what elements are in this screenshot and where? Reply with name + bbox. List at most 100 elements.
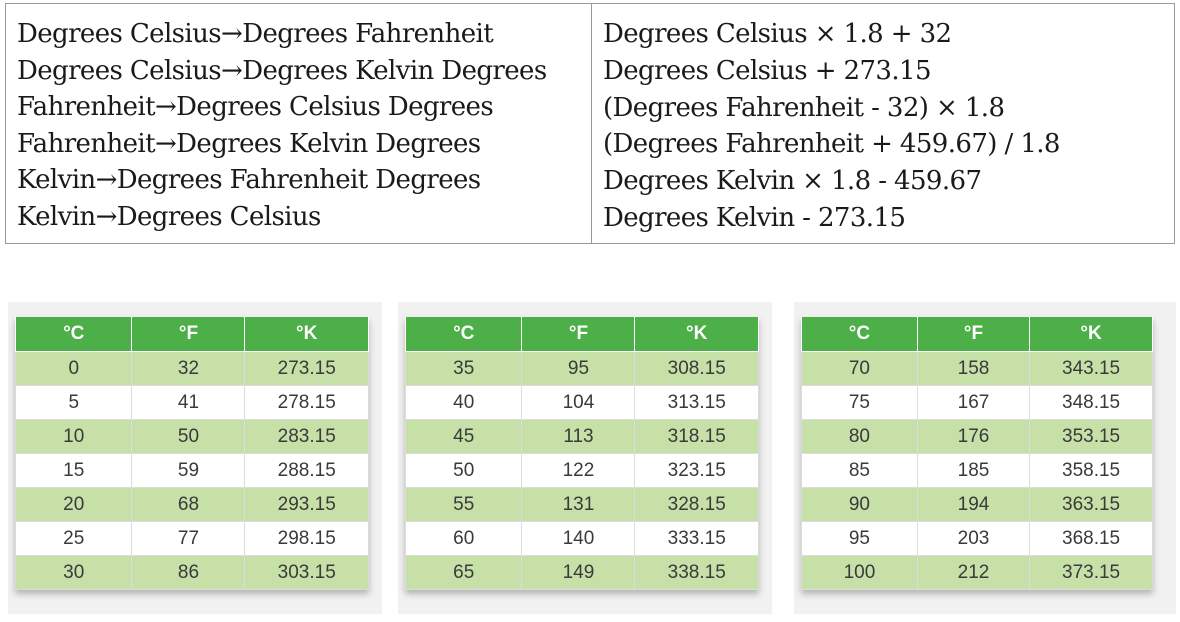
cell-fahrenheit: 194 (916, 487, 1031, 522)
cell-fahrenheit: 41 (131, 385, 246, 420)
table-row: 15 59 288.15 (14, 453, 369, 488)
cell-kelvin: 318.15 (634, 419, 759, 454)
conversion-names: Degrees Celsius→Degrees Fahrenheit Degre… (6, 4, 592, 243)
cell-celsius: 80 (801, 419, 918, 454)
cell-celsius: 100 (801, 555, 918, 590)
cell-celsius: 40 (404, 385, 523, 420)
cell-fahrenheit: 212 (916, 555, 1031, 590)
cell-fahrenheit: 203 (916, 521, 1031, 556)
cell-kelvin: 303.15 (244, 555, 369, 590)
table-row: 80 176 353.15 (801, 419, 1153, 454)
cell-fahrenheit: 149 (521, 555, 636, 590)
cell-celsius: 35 (404, 351, 523, 386)
cell-kelvin: 298.15 (244, 521, 369, 556)
cell-kelvin: 278.15 (244, 385, 369, 420)
table-row: 70 158 343.15 (801, 351, 1153, 386)
table-panel-2: °C °F °K 35 95 308.15 40 104 313.15 45 113 318.1… (398, 302, 772, 614)
table-row: 50 122 323.15 (404, 453, 759, 488)
cell-celsius: 75 (801, 385, 918, 420)
cell-kelvin: 293.15 (244, 487, 369, 522)
cell-fahrenheit: 131 (521, 487, 636, 522)
table-row: 10 50 283.15 (14, 419, 369, 454)
formula-k-to-c: Degrees Kelvin - 273.15 (603, 202, 906, 233)
table-row: 40 104 313.15 (404, 385, 759, 420)
cell-fahrenheit: 77 (131, 521, 246, 556)
table-row: 60 140 333.15 (404, 521, 759, 556)
conversion-formula-box: Degrees Celsius→Degrees Fahrenheit Degre… (5, 3, 1175, 244)
table-row: 30 86 303.15 (14, 555, 369, 590)
cell-kelvin: 313.15 (634, 385, 759, 420)
cell-celsius: 10 (14, 419, 133, 454)
cell-celsius: 85 (801, 453, 918, 488)
formula-k-to-f: Degrees Kelvin × 1.8 - 459.67 (603, 166, 982, 197)
header-celsius: °C (801, 317, 918, 352)
cell-kelvin: 338.15 (634, 555, 759, 590)
header-fahrenheit: °F (521, 317, 636, 352)
cell-fahrenheit: 50 (131, 419, 246, 454)
cell-celsius: 50 (404, 453, 523, 488)
table-row: 100 212 373.15 (801, 555, 1153, 590)
header-kelvin: °K (244, 317, 369, 352)
header-kelvin: °K (634, 317, 759, 352)
cell-kelvin: 373.15 (1029, 555, 1153, 590)
table-panel-3: °C °F °K 70 158 343.15 75 167 348.15 80 176 353.… (794, 302, 1176, 614)
cell-fahrenheit: 86 (131, 555, 246, 590)
cell-kelvin: 308.15 (634, 351, 759, 386)
formula-c-to-k: Degrees Celsius + 273.15 (603, 55, 932, 86)
cell-kelvin: 288.15 (244, 453, 369, 488)
formula-f-to-k: (Degrees Fahrenheit + 459.67) / 1.8 (603, 129, 1060, 160)
cell-celsius: 15 (14, 453, 133, 488)
cell-fahrenheit: 32 (131, 351, 246, 386)
cell-kelvin: 283.15 (244, 419, 369, 454)
cell-fahrenheit: 68 (131, 487, 246, 522)
cell-fahrenheit: 167 (916, 385, 1031, 420)
table-row: 85 185 358.15 (801, 453, 1153, 488)
cell-fahrenheit: 140 (521, 521, 636, 556)
cell-celsius: 60 (404, 521, 523, 556)
header-fahrenheit: °F (916, 317, 1031, 352)
cell-kelvin: 348.15 (1029, 385, 1153, 420)
table-row: 75 167 348.15 (801, 385, 1153, 420)
table-row: 35 95 308.15 (404, 351, 759, 386)
conversion-formulas: Degrees Celsius × 1.8 + 32 Degrees Celsi… (592, 4, 1174, 243)
cell-fahrenheit: 113 (521, 419, 636, 454)
cell-celsius: 25 (14, 521, 133, 556)
formula-c-to-f: Degrees Celsius × 1.8 + 32 (603, 19, 952, 49)
cell-fahrenheit: 176 (916, 419, 1031, 454)
formula-f-to-c: (Degrees Fahrenheit - 32) × 1.8 (603, 92, 1005, 123)
table-header-row: °C °F °K (14, 317, 369, 352)
cell-fahrenheit: 122 (521, 453, 636, 488)
cell-kelvin: 328.15 (634, 487, 759, 522)
table-row: 5 41 278.15 (14, 385, 369, 420)
cell-kelvin: 363.15 (1029, 487, 1153, 522)
table-panel-1: °C °F °K 0 32 273.15 5 41 278.15 10 50 283.15 15 5… (8, 302, 382, 614)
table-row: 45 113 318.15 (404, 419, 759, 454)
cell-fahrenheit: 158 (916, 351, 1031, 386)
table-row: 20 68 293.15 (14, 487, 369, 522)
cell-fahrenheit: 104 (521, 385, 636, 420)
header-kelvin: °K (1029, 317, 1153, 352)
header-celsius: °C (404, 317, 523, 352)
header-fahrenheit: °F (131, 317, 246, 352)
table-header-row: °C °F °K (801, 317, 1153, 352)
cell-celsius: 70 (801, 351, 918, 386)
cell-fahrenheit: 59 (131, 453, 246, 488)
cell-celsius: 0 (14, 351, 133, 386)
table-header-row: °C °F °K (404, 317, 759, 352)
cell-celsius: 65 (404, 555, 523, 590)
cell-kelvin: 353.15 (1029, 419, 1153, 454)
table-row: 90 194 363.15 (801, 487, 1153, 522)
cell-celsius: 45 (404, 419, 523, 454)
cell-kelvin: 368.15 (1029, 521, 1153, 556)
cell-kelvin: 358.15 (1029, 453, 1153, 488)
table-row: 65 149 338.15 (404, 555, 759, 590)
cell-celsius: 5 (14, 385, 133, 420)
temperature-table-2: °C °F °K 35 95 308.15 40 104 313.15 45 113 318.1… (404, 317, 759, 590)
cell-fahrenheit: 185 (916, 453, 1031, 488)
cell-kelvin: 343.15 (1029, 351, 1153, 386)
cell-kelvin: 273.15 (244, 351, 369, 386)
cell-kelvin: 323.15 (634, 453, 759, 488)
temperature-table-1: °C °F °K 0 32 273.15 5 41 278.15 10 50 283.15 15 5… (14, 317, 369, 590)
cell-celsius: 95 (801, 521, 918, 556)
cell-kelvin: 333.15 (634, 521, 759, 556)
